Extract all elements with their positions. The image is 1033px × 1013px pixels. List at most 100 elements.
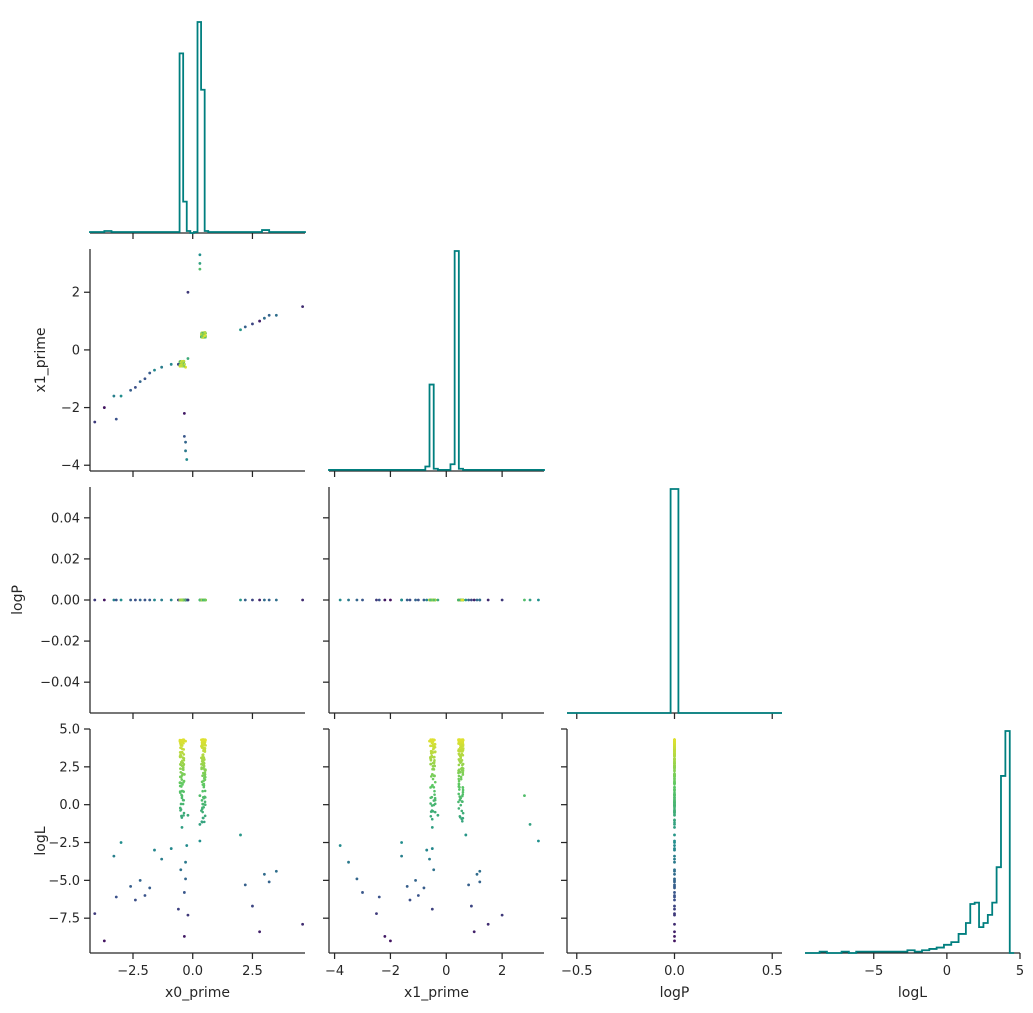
scatter-point <box>430 907 434 911</box>
x-axis-label-x1_prime: x1_prime <box>404 985 469 1001</box>
scatter-point <box>673 847 676 850</box>
scatter-point <box>347 860 350 864</box>
scatter-point <box>129 885 133 888</box>
scatter-point <box>673 898 676 902</box>
scatter-point <box>184 877 187 881</box>
histogram-x0_prime <box>89 21 306 234</box>
cluster-point <box>431 783 434 787</box>
cluster-point <box>433 789 436 793</box>
cluster-point <box>202 782 206 786</box>
scatter-point <box>389 939 392 943</box>
y-tick-label-x1_prime: −4 <box>61 459 80 474</box>
cluster-point <box>460 800 464 803</box>
scatter-point <box>673 880 676 884</box>
scatter-point <box>267 598 271 602</box>
cluster-point <box>203 803 207 807</box>
cluster-point <box>673 818 676 822</box>
cluster-point <box>457 779 461 783</box>
scatter-point <box>430 825 434 829</box>
scatter-point <box>148 886 152 890</box>
scatter-point <box>464 833 468 837</box>
cluster-point <box>429 810 433 813</box>
cluster-point <box>201 795 205 799</box>
scatter-point <box>143 894 147 897</box>
cluster-point <box>460 598 463 602</box>
cluster-point <box>201 789 204 793</box>
y-tick-label-logP: 0.00 <box>51 594 80 609</box>
scatter-point <box>182 435 186 438</box>
scatter-point <box>198 253 202 257</box>
scatter-point <box>436 813 440 817</box>
scatter-point <box>414 598 417 602</box>
panel-logL-vs-logL: −5 0 5 <box>805 730 1024 979</box>
cluster-point <box>179 767 182 770</box>
cluster-point <box>200 799 204 802</box>
scatter-point <box>119 598 123 602</box>
cluster-point <box>461 763 464 767</box>
cluster-point <box>178 791 182 794</box>
cluster-point <box>459 796 462 800</box>
scatter-point <box>262 598 266 602</box>
scatter-point <box>673 860 676 864</box>
cluster-point <box>461 793 465 796</box>
scatter-point <box>267 880 271 884</box>
scatter-point <box>198 839 202 843</box>
scatter-point <box>430 847 434 850</box>
cluster-point <box>179 746 182 750</box>
scatter-point <box>184 860 187 864</box>
scatter-point <box>102 939 106 943</box>
scatter-point <box>405 885 409 888</box>
scatter-point <box>185 458 189 461</box>
cluster-point <box>432 799 436 802</box>
cluster-point <box>178 775 182 779</box>
cluster-point <box>673 786 676 790</box>
scatter-point <box>416 894 420 897</box>
cluster-point <box>458 738 462 742</box>
cluster-point <box>673 745 676 748</box>
cluster-point <box>180 785 183 788</box>
x-tick-label-logP: −0.5 <box>561 964 593 979</box>
cluster-point <box>179 755 183 758</box>
cluster-point <box>431 761 435 765</box>
scatter-point <box>185 844 189 847</box>
cluster-point <box>430 817 434 821</box>
y-tick-label-logL: −5.0 <box>48 874 80 889</box>
cluster-point <box>459 777 463 781</box>
cluster-point <box>459 761 462 764</box>
cluster-point <box>459 803 463 807</box>
cluster-point <box>433 793 436 796</box>
y-tick-label-logP: −0.02 <box>40 635 80 650</box>
cluster-point <box>178 598 182 602</box>
cluster-point <box>181 761 185 765</box>
cluster-point <box>429 758 433 762</box>
scatter-point <box>414 878 417 882</box>
panel-x0_prime-vs-x0_prime <box>89 21 306 239</box>
scatter-point <box>472 598 476 602</box>
cluster-point <box>203 334 206 338</box>
cluster-point <box>182 779 186 783</box>
cluster-point <box>457 742 460 745</box>
cluster-point <box>457 763 461 767</box>
y-tick-label-logP: 0.04 <box>51 511 80 526</box>
x-tick-label-x1_prime: 2 <box>498 964 506 979</box>
cluster-point <box>181 739 184 743</box>
cluster-point <box>457 785 461 788</box>
y-axis-label-logL: logL <box>33 826 49 855</box>
scatter-point <box>176 907 180 911</box>
y-tick-label-logL: 2.5 <box>59 760 80 775</box>
scatter-point <box>239 598 242 602</box>
scatter-point <box>422 598 426 602</box>
scatter-point <box>93 912 97 916</box>
corner-plot-panels: −4−202−0.04−0.020.000.020.04−2.5 0.0 2.5−7… <box>10 21 1024 1001</box>
cluster-point <box>429 796 433 800</box>
cluster-point <box>182 811 186 815</box>
scatter-point <box>383 934 387 938</box>
cluster-point <box>457 774 461 778</box>
scatter-point <box>673 883 676 887</box>
cluster-point <box>673 746 676 750</box>
scatter-point <box>243 325 247 329</box>
scatter-point <box>486 922 490 926</box>
cluster-point <box>433 755 436 759</box>
cluster-point <box>180 789 184 793</box>
scatter-point <box>528 598 532 602</box>
